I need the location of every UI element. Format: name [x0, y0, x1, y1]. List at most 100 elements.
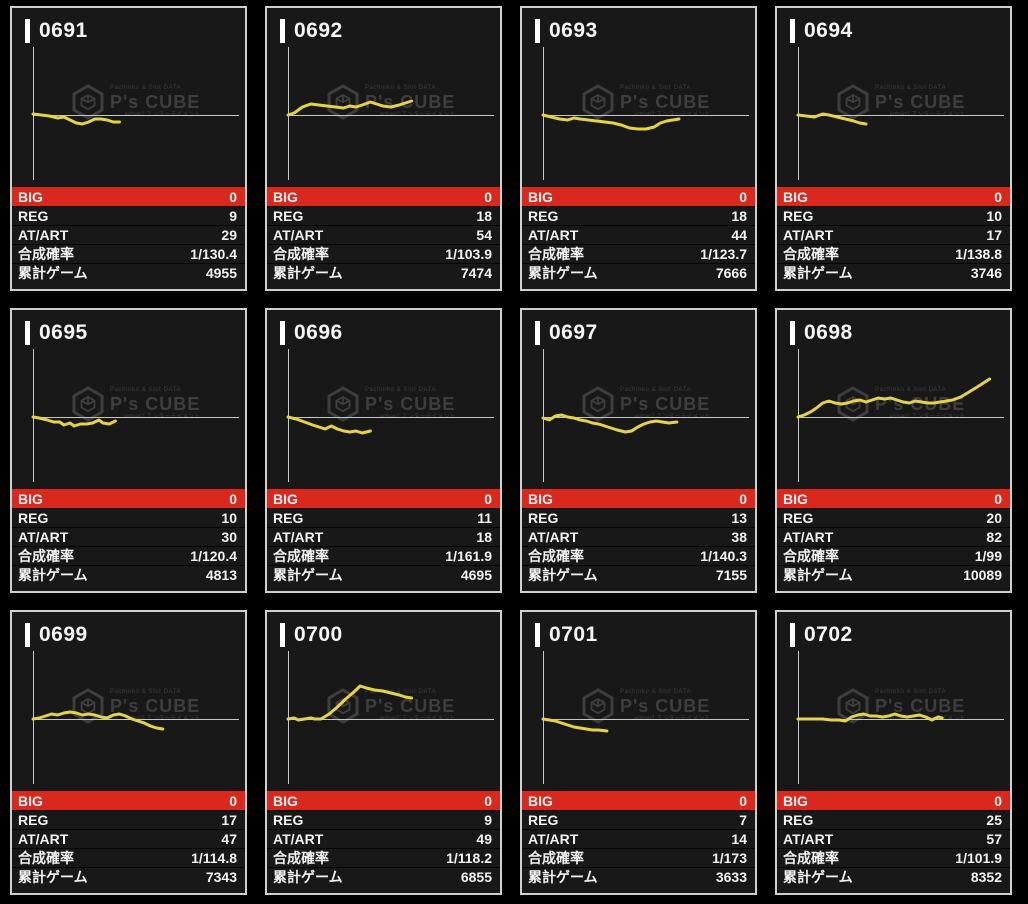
big-value: 0	[739, 792, 747, 809]
cube-logo-icon	[582, 386, 614, 422]
machine-panel[interactable]: 0692 Pachinko & Slot DATA P's CUBE enban…	[265, 6, 502, 291]
total-games-value: 6855	[460, 869, 492, 885]
combined-rate-value: 1/114.8	[191, 850, 237, 866]
stat-row-at-art: AT/ART 29	[12, 225, 245, 244]
total-games-label: 累計ゲーム	[528, 567, 598, 583]
reg-value: 17	[221, 812, 237, 828]
stat-row-total-games: 累計ゲーム 7666	[522, 263, 755, 282]
slump-line-path	[541, 413, 679, 434]
machine-number: 0696	[294, 321, 343, 344]
machine-panel[interactable]: 0702 Pachinko & Slot DATA P's CUBE enban…	[775, 610, 1012, 895]
machine-panel[interactable]: 0693 Pachinko & Slot DATA P's CUBE enban…	[520, 6, 757, 291]
stat-row-total-games: 累計ゲーム 7343	[12, 867, 245, 886]
machine-number: 0697	[549, 321, 598, 344]
slump-line-plot	[541, 413, 679, 434]
combined-rate-value: 1/130.4	[190, 246, 237, 262]
slump-line-plot	[31, 112, 121, 126]
stat-row-at-art: AT/ART 44	[522, 225, 755, 244]
total-games-value: 4695	[460, 567, 492, 583]
reg-label: REG	[783, 208, 814, 224]
stat-row-big: BIG 0	[777, 187, 1010, 206]
watermark-top-text: Pachinko & Slot DATA	[365, 386, 437, 393]
watermark-top-text: Pachinko & Slot DATA	[620, 386, 692, 393]
machine-panel[interactable]: 0697 Pachinko & Slot DATA P's CUBE enban…	[520, 308, 757, 593]
at-art-label: AT/ART	[273, 529, 324, 545]
watermark-brand-text: P's CUBE	[620, 91, 711, 112]
stat-row-total-games: 累計ゲーム 6855	[267, 867, 500, 886]
stat-row-reg: REG 13	[522, 508, 755, 527]
stats-table: BIG 0 REG 11 AT/ART 18 合成確率 1/161.9 累計ゲー…	[267, 489, 500, 584]
machine-number: 0695	[39, 321, 88, 344]
stats-table: BIG 0 REG 18 AT/ART 44 合成確率 1/123.7 累計ゲー…	[522, 187, 755, 282]
zero-baseline	[543, 719, 749, 720]
slump-line-path	[31, 415, 117, 428]
machine-grid: 0691 Pachinko & Slot DATA P's CUBE enban…	[10, 6, 1012, 895]
combined-rate-label: 合成確率	[18, 246, 74, 262]
zero-baseline	[288, 417, 494, 418]
machine-panel[interactable]: 0698 Pachinko & Slot DATA P's CUBE enban…	[775, 308, 1012, 593]
stat-row-at-art: AT/ART 17	[777, 225, 1010, 244]
machine-panel[interactable]: 0701 Pachinko & Slot DATA P's CUBE enban…	[520, 610, 757, 895]
stat-row-total-games: 累計ゲーム 3746	[777, 263, 1010, 282]
reg-value: 10	[221, 510, 237, 526]
zero-baseline	[288, 719, 494, 720]
machine-panel[interactable]: 0699 Pachinko & Slot DATA P's CUBE enban…	[10, 610, 247, 895]
at-art-label: AT/ART	[18, 529, 69, 545]
stat-row-big: BIG 0	[267, 187, 500, 206]
total-games-label: 累計ゲーム	[273, 869, 343, 885]
at-art-label: AT/ART	[273, 227, 324, 243]
stat-row-combined-rate: 合成確率 1/101.9	[777, 848, 1010, 867]
stat-row-combined-rate: 合成確率 1/161.9	[267, 546, 500, 565]
machine-panel[interactable]: 0691 Pachinko & Slot DATA P's CUBE enban…	[10, 6, 247, 291]
reg-label: REG	[18, 510, 49, 526]
stats-table: BIG 0 REG 13 AT/ART 38 合成確率 1/140.3 累計ゲー…	[522, 489, 755, 584]
machine-number: 0700	[294, 623, 343, 646]
big-label: BIG	[273, 188, 298, 205]
at-art-value: 82	[986, 529, 1002, 545]
ps-cube-watermark: Pachinko & Slot DATA P's CUBE enban2 エンタ…	[70, 386, 200, 422]
watermark-top-text: Pachinko & Slot DATA	[875, 84, 947, 91]
y-axis-line	[543, 651, 544, 784]
combined-rate-value: 1/123.7	[700, 246, 747, 262]
stats-table: BIG 0 REG 17 AT/ART 47 合成確率 1/114.8 累計ゲー…	[12, 791, 245, 886]
stat-row-at-art: AT/ART 18	[267, 527, 500, 546]
machine-panel[interactable]: 0695 Pachinko & Slot DATA P's CUBE enban…	[10, 308, 247, 593]
big-value: 0	[994, 490, 1002, 507]
cube-logo-icon	[837, 688, 869, 724]
total-games-value: 4813	[205, 567, 237, 583]
stat-row-at-art: AT/ART 38	[522, 527, 755, 546]
cube-logo-icon	[72, 84, 104, 120]
slump-line-plot	[286, 99, 414, 117]
stat-row-at-art: AT/ART 49	[267, 829, 500, 848]
cube-logo-icon	[837, 84, 869, 120]
watermark-top-text: Pachinko & Slot DATA	[620, 84, 692, 91]
slump-chart: Pachinko & Slot DATA P's CUBE enban2 エンタ…	[12, 47, 245, 180]
total-games-label: 累計ゲーム	[273, 265, 343, 281]
big-value: 0	[994, 792, 1002, 809]
big-value: 0	[229, 792, 237, 809]
at-art-label: AT/ART	[528, 529, 579, 545]
watermark-brand-text: P's CUBE	[620, 695, 711, 716]
stat-row-big: BIG 0	[267, 489, 500, 508]
combined-rate-value: 1/173	[711, 850, 747, 866]
stat-row-at-art: AT/ART 30	[12, 527, 245, 546]
machine-panel[interactable]: 0700 Pachinko & Slot DATA P's CUBE enban…	[265, 610, 502, 895]
title-accent-bar	[280, 623, 285, 647]
machine-title: 0698	[790, 321, 853, 345]
big-value: 0	[484, 188, 492, 205]
machine-panel[interactable]: 0694 Pachinko & Slot DATA P's CUBE enban…	[775, 6, 1012, 291]
stat-row-total-games: 累計ゲーム 7474	[267, 263, 500, 282]
watermark-brand-text: P's CUBE	[110, 695, 201, 716]
total-games-label: 累計ゲーム	[528, 869, 598, 885]
machine-number: 0702	[804, 623, 853, 646]
stat-row-combined-rate: 合成確率 1/138.8	[777, 244, 1010, 263]
stat-row-at-art: AT/ART 54	[267, 225, 500, 244]
machine-panel[interactable]: 0696 Pachinko & Slot DATA P's CUBE enban…	[265, 308, 502, 593]
reg-label: REG	[273, 208, 304, 224]
at-art-label: AT/ART	[783, 529, 834, 545]
combined-rate-value: 1/118.2	[446, 850, 492, 866]
slump-line-path	[796, 377, 992, 419]
combined-rate-label: 合成確率	[528, 548, 584, 564]
big-label: BIG	[528, 490, 553, 507]
big-label: BIG	[18, 792, 43, 809]
